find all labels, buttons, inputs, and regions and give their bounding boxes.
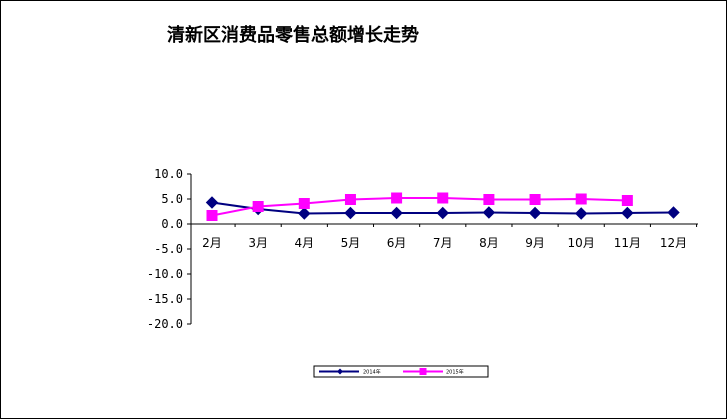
y-tick-label: 5.0 — [161, 192, 183, 206]
y-tick-label: 0.0 — [161, 217, 183, 231]
data-point — [206, 210, 218, 221]
data-point — [437, 192, 449, 204]
data-point — [483, 194, 495, 205]
data-point — [252, 201, 264, 212]
y-tick-label: 10.0 — [154, 167, 183, 181]
x-tick-label: 12月 — [660, 236, 687, 250]
x-tick-label: 9月 — [525, 236, 545, 250]
data-point — [529, 194, 541, 205]
chart-title: 清新区消费品零售总额增长走势 — [167, 25, 419, 46]
x-tick-label: 3月 — [248, 236, 268, 250]
data-point — [298, 198, 310, 209]
data-point — [436, 206, 449, 220]
series-line — [211, 197, 628, 217]
legend-marker — [419, 368, 427, 375]
legend-label: 2014年 — [363, 369, 381, 376]
y-tick-label: -5.0 — [154, 242, 183, 256]
axes: 10.0 5.0 0.0 -5.0 -10.0 -15.0 -20.0 2月 3月 4月 5月 6月 7… — [147, 167, 698, 331]
data-point — [528, 206, 542, 220]
x-tick-label: 5月 — [341, 236, 361, 250]
data-point — [344, 206, 357, 220]
x-tick-label: 4月 — [294, 236, 314, 250]
data-point — [205, 196, 219, 209]
series-1 — [206, 192, 633, 221]
data-point — [391, 192, 403, 204]
legend-marker — [337, 368, 343, 375]
data-point — [390, 206, 403, 220]
legend: 2014年 2015年 — [313, 365, 489, 378]
y-tick-label: -15.0 — [147, 292, 183, 306]
data-point — [344, 194, 356, 205]
x-tick-label: 8月 — [479, 236, 499, 250]
legend-box — [313, 365, 489, 378]
data-point — [621, 195, 633, 206]
x-tick-label: 6月 — [387, 236, 407, 250]
x-tick-label: 7月 — [433, 236, 453, 250]
y-tick-label: -20.0 — [147, 317, 183, 331]
y-tick-label: -10.0 — [147, 267, 183, 281]
x-tick-label: 10月 — [568, 236, 595, 250]
data-point — [574, 207, 588, 220]
data-point — [667, 206, 680, 219]
data-point — [482, 206, 496, 219]
data-point — [298, 207, 311, 220]
series-layer — [205, 192, 680, 221]
data-point — [621, 206, 634, 220]
legend-label: 2015年 — [446, 369, 464, 376]
x-tick-label: 2月 — [202, 236, 222, 250]
x-tick-label: 11月 — [614, 236, 641, 250]
data-point — [575, 193, 587, 205]
